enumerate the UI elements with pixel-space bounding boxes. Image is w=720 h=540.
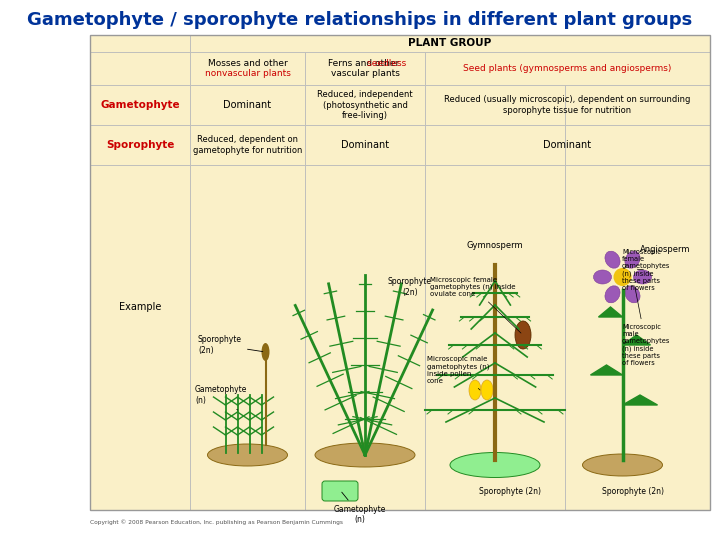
Bar [565, 165, 710, 510]
Text: Sporophyte
(2n): Sporophyte (2n) [388, 278, 432, 296]
Text: Microscopic male
gametophytes (n)
inside pollen
cone: Microscopic male gametophytes (n) inside… [427, 356, 490, 390]
Text: PLANT GROUP: PLANT GROUP [408, 38, 492, 49]
Bar [190, 35, 710, 52]
Ellipse shape [261, 343, 269, 361]
Text: Seed plants (gymnosperms and angiosperms): Seed plants (gymnosperms and angiosperms… [463, 64, 672, 73]
Bar [305, 165, 425, 510]
Text: Copyright © 2008 Pearson Education, Inc. publishing as Pearson Benjamin Cummings: Copyright © 2008 Pearson Education, Inc.… [90, 519, 343, 525]
Bar [190, 125, 305, 165]
Text: Sporophyte
(2n): Sporophyte (2n) [198, 335, 263, 355]
Ellipse shape [450, 453, 540, 477]
Polygon shape [623, 335, 650, 345]
Bar [305, 85, 425, 125]
Ellipse shape [315, 443, 415, 467]
Bar [190, 165, 305, 510]
Ellipse shape [515, 321, 531, 349]
Bar [90, 35, 710, 510]
Text: Dominant: Dominant [341, 140, 389, 150]
Polygon shape [623, 395, 657, 405]
Text: Reduced, independent
(photosynthetic and
free-living): Reduced, independent (photosynthetic and… [318, 90, 413, 120]
Ellipse shape [207, 444, 287, 466]
Polygon shape [598, 307, 623, 317]
Text: Reduced (usually microscopic), dependent on surrounding
sporophyte tissue for nu: Reduced (usually microscopic), dependent… [444, 95, 690, 114]
Text: Gametophyte / sporophyte relationships in different plant groups: Gametophyte / sporophyte relationships i… [27, 11, 693, 29]
Ellipse shape [469, 380, 481, 400]
Text: seedless: seedless [324, 59, 406, 68]
Text: Microscopic
male
gametophytes
(n) inside
these parts
of flowers: Microscopic male gametophytes (n) inside… [622, 288, 670, 366]
Text: Gametophyte
(n): Gametophyte (n) [195, 386, 248, 410]
FancyBboxPatch shape [322, 481, 358, 501]
Ellipse shape [605, 251, 620, 268]
Bar [190, 85, 305, 125]
Bar [425, 165, 565, 510]
Bar [90, 125, 190, 165]
Text: Gymnosperm: Gymnosperm [467, 240, 523, 249]
Text: Sporophyte: Sporophyte [106, 140, 174, 150]
Text: nonvascular plants: nonvascular plants [204, 69, 290, 78]
Ellipse shape [593, 270, 611, 284]
Text: Sporophyte (2n): Sporophyte (2n) [479, 488, 541, 496]
Text: Dominant: Dominant [223, 100, 271, 110]
Bar [425, 52, 710, 85]
Text: Microscopic female
gametophytes (n) inside
ovulate cone: Microscopic female gametophytes (n) insi… [430, 276, 521, 333]
Text: Microscopic
female
gametophytes
(n) inside
these parts
of flowers: Microscopic female gametophytes (n) insi… [622, 249, 670, 291]
Bar [305, 125, 425, 165]
Text: Dominant: Dominant [544, 140, 592, 150]
Ellipse shape [625, 286, 640, 303]
Text: Ferns and other: Ferns and other [328, 59, 402, 68]
Bar [425, 85, 565, 125]
Text: Reduced, dependent on
gametophyte for nutrition: Reduced, dependent on gametophyte for nu… [193, 136, 302, 154]
Bar [565, 125, 710, 165]
Text: Gametophyte
(n): Gametophyte (n) [334, 492, 386, 524]
Bar [190, 52, 305, 85]
Bar [425, 125, 565, 165]
Ellipse shape [582, 454, 662, 476]
Bar [90, 165, 190, 510]
Bar [305, 52, 425, 85]
Text: vascular plants: vascular plants [330, 69, 400, 78]
Ellipse shape [605, 286, 620, 303]
Ellipse shape [634, 270, 652, 284]
Text: Sporophyte (2n): Sporophyte (2n) [601, 488, 664, 496]
Polygon shape [590, 365, 623, 375]
Text: Gametophyte: Gametophyte [100, 100, 180, 110]
Text: Example: Example [119, 302, 161, 313]
Bar [90, 35, 190, 52]
Bar [90, 85, 190, 125]
Text: Angiosperm: Angiosperm [640, 246, 690, 254]
Bar [565, 85, 710, 125]
Bar [90, 52, 190, 85]
Circle shape [613, 268, 631, 286]
Ellipse shape [625, 251, 640, 268]
Text: Mosses and other: Mosses and other [207, 59, 287, 68]
Ellipse shape [481, 380, 493, 400]
